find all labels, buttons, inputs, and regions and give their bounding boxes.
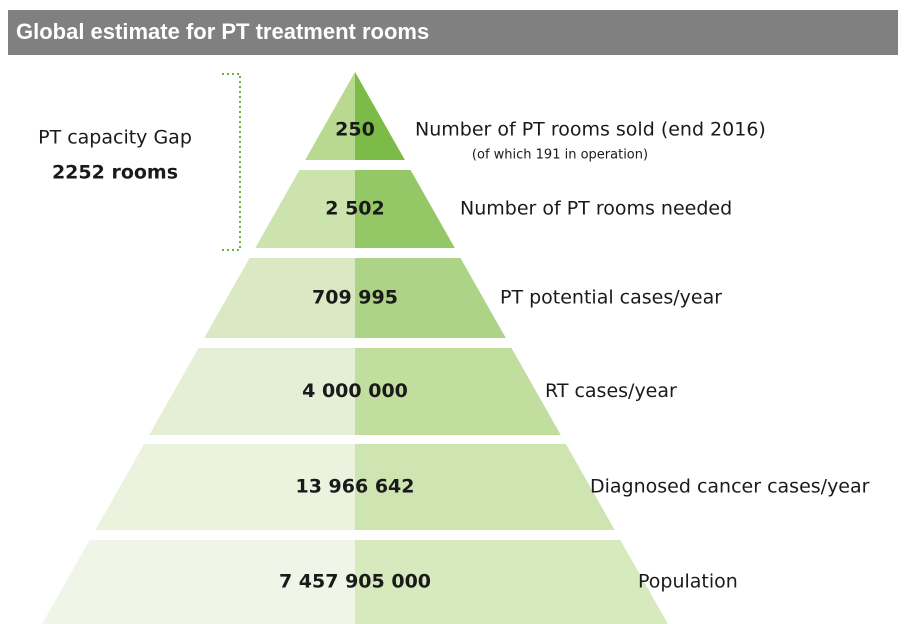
level-left [204,258,355,338]
level-left [95,444,356,530]
level-value: 2 502 [325,198,385,220]
level-value: 7 457 905 000 [279,571,431,593]
level-right [355,348,561,435]
gap-bracket [222,73,241,251]
level-label: RT cases/year [545,380,677,402]
level-value: 4 000 000 [302,380,408,402]
pyramid: 250 Number of PT rooms sold (end 2016) (of… [42,72,870,624]
header-bar [8,10,898,55]
level-left [42,540,356,624]
level-label: Diagnosed cancer cases/year [590,476,870,498]
level-right [355,258,506,338]
level-right [355,72,405,160]
level-left [149,348,355,435]
level-note: (of which 191 in operation) [472,148,648,163]
level-right [355,444,615,530]
level-value: 13 966 642 [296,476,415,498]
level-left [305,72,355,160]
header-title: Global estimate for PT treatment rooms [16,19,429,44]
level-right [355,170,455,248]
level-value: 250 [335,119,375,141]
level-label: Number of PT rooms needed [460,198,732,220]
gap-value: 2252 rooms [52,162,178,184]
level-right [355,540,668,624]
level-value: 709 995 [312,287,398,309]
level-label: Population [638,571,738,593]
gap-label: PT capacity Gap [38,127,192,149]
level-label: PT potential cases/year [500,287,722,309]
level-left [255,170,355,248]
level-label: Number of PT rooms sold (end 2016) [415,119,766,141]
